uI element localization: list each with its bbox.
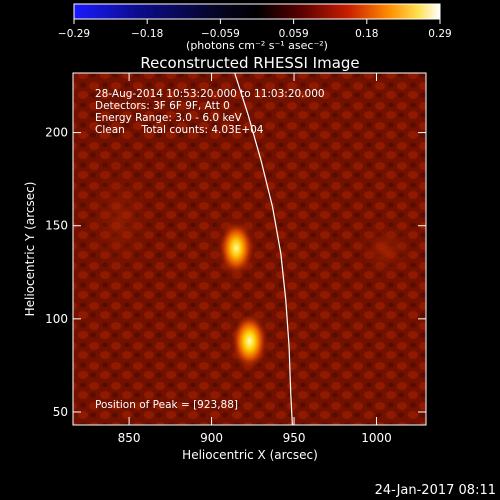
colorbar-ticks: −0.29 −0.18 −0.059 0.059 0.18 0.29 [58, 19, 452, 40]
colorbar-tick-label: −0.29 [58, 28, 90, 40]
colorbar-gradient [73, 3, 441, 20]
info-line: 28-Aug-2014 10:53:20.000 to 11:03:20.000 [95, 88, 325, 100]
hxr-source [218, 220, 255, 276]
info-line: Clean Total counts: 4.03E+04 [95, 124, 264, 136]
footer-timestamp: 24-Jan-2017 08:11 [375, 483, 496, 498]
colorbar-label: (photons cm⁻² s⁻¹ asec⁻²) [186, 39, 328, 52]
solar-limb-curve [234, 73, 293, 425]
colorbar-tick-label: −0.18 [131, 28, 163, 40]
y-tick-label: 200 [45, 126, 68, 140]
background-glow [355, 220, 415, 280]
y-tick-label: 150 [45, 219, 68, 233]
y-tick-label: 50 [53, 405, 68, 419]
plot-frame [72, 72, 427, 426]
colorbar: −0.29 −0.18 −0.059 0.059 0.18 0.29 (photons c… [58, 3, 452, 52]
x-tick-label: 900 [200, 431, 223, 445]
colorbar-tick-label: 0.059 [279, 28, 309, 40]
x-tick-label: 1000 [361, 431, 392, 445]
chart-title: Reconstructed RHESSI Image [140, 54, 359, 72]
info-line: Energy Range: 3.0 - 6.0 keV [95, 112, 243, 124]
image-area [73, 73, 426, 425]
background-glow-left [80, 150, 160, 290]
colorbar-tick-label: 0.18 [355, 28, 378, 40]
colorbar-tick-label: −0.059 [201, 28, 240, 40]
axis-ticks: 850 900 950 1000 50 100 150 200 [45, 73, 426, 445]
y-axis-label: Heliocentric Y (arcsec) [23, 182, 37, 317]
x-tick-label: 850 [118, 431, 141, 445]
info-block: 28-Aug-2014 10:53:20.000 to 11:03:20.000… [95, 88, 325, 136]
x-tick-label: 950 [283, 431, 306, 445]
colorbar-tick-label: 0.29 [428, 28, 451, 40]
y-tick-label: 100 [45, 312, 68, 326]
hxr-source [231, 313, 268, 370]
x-axis-label: Heliocentric X (arcsec) [182, 448, 318, 462]
info-line: Detectors: 3F 6F 9F, Att 0 [95, 100, 230, 112]
peak-position-label: Position of Peak = [923,88] [95, 399, 238, 411]
